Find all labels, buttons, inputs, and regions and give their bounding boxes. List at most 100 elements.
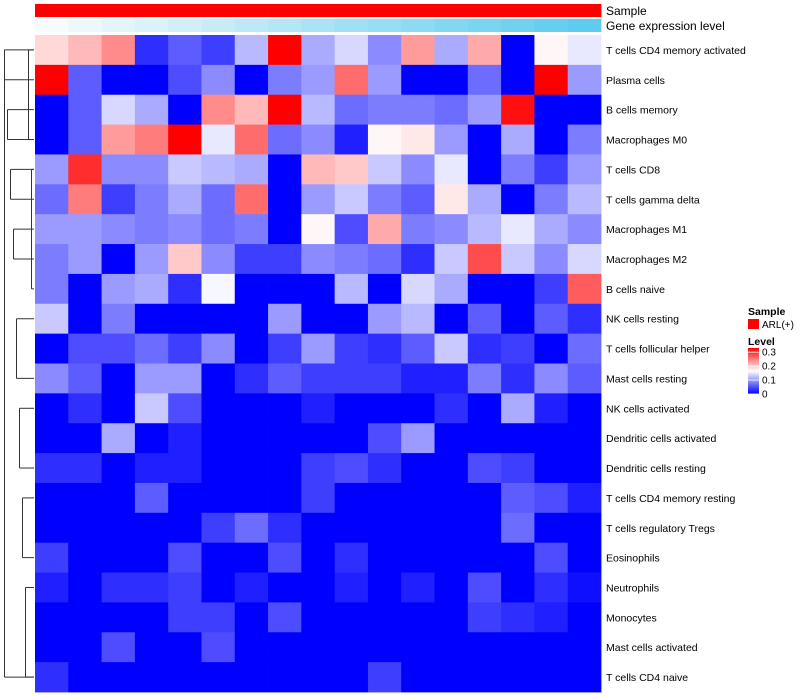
heatmap-cell: [201, 482, 236, 514]
heatmap-cell: [68, 542, 102, 573]
heatmap-cell: [201, 94, 236, 125]
heatmap-cell: [501, 303, 535, 335]
heatmap-cell: [367, 333, 402, 364]
heatmap-cell: [68, 512, 102, 544]
heatmap-cell: [534, 333, 569, 364]
heatmap-cell: [201, 184, 236, 215]
heatmap-cell: [234, 64, 269, 96]
heatmap-cell: [434, 273, 469, 305]
heatmap-cell: [101, 453, 136, 484]
heatmap-cell: [101, 35, 136, 66]
heatmap-cell: [35, 662, 69, 693]
heatmap-cell: [268, 632, 302, 663]
heatmap-cell: [434, 184, 469, 215]
heatmap-cell: [101, 363, 136, 394]
annotation-cell: [401, 4, 435, 17]
heatmap-cell: [101, 602, 136, 633]
legend: Sample ARL(+) Level 0.3 0.2 0.1 0: [748, 306, 794, 401]
heatmap-cell: [401, 572, 435, 603]
annotation-cell: [68, 4, 102, 17]
heatmap-cell: [101, 572, 136, 603]
row-labels: T cells CD4 memory activated Plasma cells…: [606, 45, 746, 684]
heatmap-cell: [134, 35, 169, 66]
annotation-cell: [268, 19, 302, 32]
heatmap-cell: [101, 64, 136, 96]
heatmap-cell: [367, 273, 402, 305]
heatmap-cell: [68, 602, 102, 633]
heatmap-cell: [35, 333, 69, 364]
row-label: NK cells resting: [606, 314, 679, 326]
heatmap-cell: [534, 214, 569, 245]
heatmap-cell: [334, 482, 369, 514]
heatmap-cell: [534, 303, 569, 335]
heatmap-cell: [234, 482, 269, 514]
heatmap-cell: [68, 572, 102, 603]
heatmap-cell: [168, 542, 202, 573]
row-label: T cells gamma delta: [606, 194, 700, 206]
row-label: T cells CD4 memory resting: [606, 493, 735, 505]
annotation-cell: [35, 19, 69, 32]
heatmap-cell: [134, 393, 169, 424]
heatmap-cell: [367, 662, 402, 693]
heatmap-cell: [401, 184, 435, 215]
heatmap-cell: [501, 244, 535, 275]
heatmap-cell: [334, 662, 369, 693]
heatmap-cell: [234, 244, 269, 275]
heatmap-cell: [567, 393, 602, 424]
legend-level-title: Level: [748, 336, 775, 348]
row-label: Mast cells resting: [606, 373, 687, 385]
heatmap-cell: [401, 363, 435, 394]
heatmap-cell: [101, 214, 136, 245]
heatmap-cell: [168, 244, 202, 275]
heatmap-cell: [501, 512, 535, 544]
heatmap-cell: [268, 94, 302, 125]
heatmap-cell: [434, 94, 469, 125]
heatmap-cell: [534, 572, 569, 603]
heatmap-cell: [301, 214, 336, 245]
heatmap-cell: [101, 154, 136, 185]
legend-tick-label: 0.2: [762, 362, 776, 373]
heatmap-cell: [68, 124, 102, 155]
heatmap-cell: [367, 393, 402, 424]
heatmap-cell: [301, 35, 336, 66]
heatmap-cell: [268, 393, 302, 424]
heatmap-cell: [567, 244, 602, 275]
heatmap-cell: [168, 94, 202, 125]
heatmap-cell: [434, 512, 469, 544]
heatmap-cell: [501, 333, 535, 364]
heatmap-cell: [234, 154, 269, 185]
heatmap-cell: [467, 602, 502, 633]
heatmap-cell: [567, 124, 602, 155]
heatmap-cell: [301, 542, 336, 573]
heatmap-cell: [334, 35, 369, 66]
annotation-cell: [234, 19, 269, 32]
heatmap-cell: [534, 64, 569, 96]
annotation-label: Sample: [606, 4, 647, 18]
annotation-cell: [35, 4, 69, 17]
heatmap-cell: [334, 273, 369, 305]
row-label: T cells regulatory Tregs: [606, 523, 715, 535]
heatmap-cell: [567, 512, 602, 544]
heatmap-cell: [367, 453, 402, 484]
heatmap-cell: [168, 393, 202, 424]
heatmap-cell: [68, 35, 102, 66]
heatmap-cell: [35, 244, 69, 275]
heatmap-cell: [567, 214, 602, 245]
heatmap-cell: [168, 482, 202, 514]
heatmap-cell: [534, 244, 569, 275]
heatmap-cell: [567, 94, 602, 125]
heatmap-cell: [168, 662, 202, 693]
annotation-cell: [201, 19, 236, 32]
heatmap-cell: [501, 632, 535, 663]
heatmap-cell: [68, 214, 102, 245]
heatmap-cell: [301, 632, 336, 663]
heatmap-cell: [201, 662, 236, 693]
heatmap-cell: [268, 154, 302, 185]
heatmap-cell: [301, 273, 336, 305]
heatmap-cell: [101, 303, 136, 335]
annotation-cell: [134, 4, 169, 17]
row-label: Eosinophils: [606, 553, 660, 565]
heatmap-cell: [134, 64, 169, 96]
heatmap-cell: [534, 662, 569, 693]
heatmap-cell: [101, 482, 136, 514]
